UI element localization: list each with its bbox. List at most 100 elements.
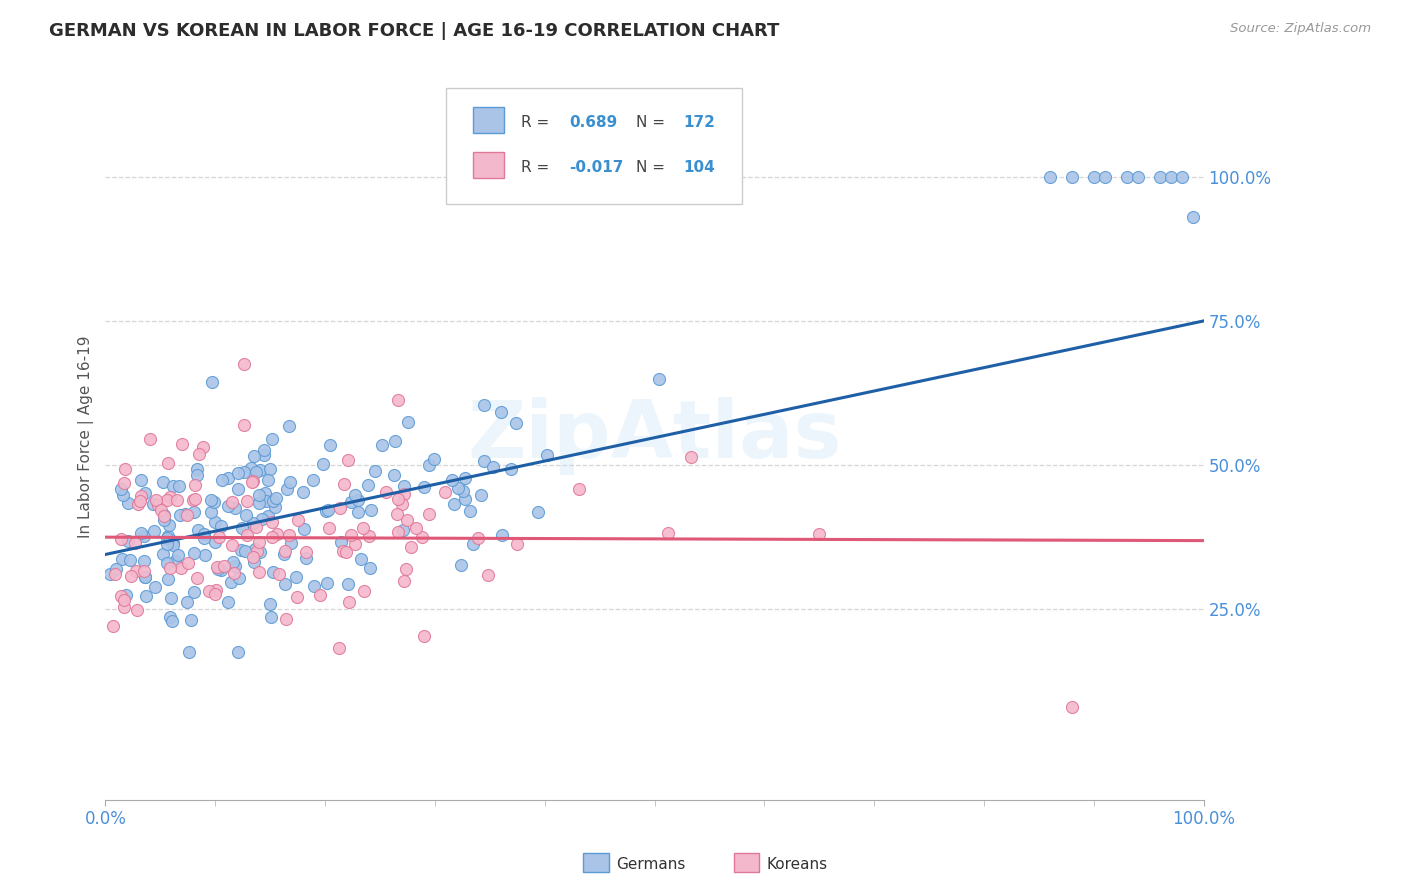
Point [260,610,283,624]
Point [217,471,239,485]
Point [280,535,302,549]
Point [160,533,183,548]
Point [131,525,153,540]
Point [242,549,264,564]
Point [392,574,415,588]
Point [347,505,370,519]
Point [257,473,280,487]
Point [395,561,418,575]
Point [233,465,256,479]
Point [247,488,270,502]
Point [110,533,132,547]
Point [207,562,229,576]
Point [450,558,472,572]
Point [266,527,288,541]
Point [224,559,246,574]
Point [396,416,419,430]
Point [304,579,326,593]
Point [328,641,350,656]
Point [356,478,378,492]
Point [467,531,489,545]
Point [186,461,208,475]
Point [233,543,256,558]
Point [363,464,385,478]
Point [180,613,202,627]
Point [221,538,243,552]
Point [454,492,477,507]
Point [447,481,470,495]
Point [472,453,495,467]
Point [200,492,222,507]
Point [412,480,434,494]
Point [240,461,263,475]
Point [165,554,187,568]
Point [506,537,529,551]
Point [309,588,332,602]
Point [568,483,591,497]
Point [193,526,215,541]
Text: N =: N = [636,115,669,130]
Point [249,545,271,559]
Point [157,517,180,532]
Point [374,485,396,500]
Point [204,535,226,549]
Point [264,500,287,515]
Point [399,541,422,555]
Point [411,530,433,544]
Point [134,570,156,584]
Point [110,482,132,496]
Point [191,440,214,454]
Point [443,497,465,511]
Point [135,589,157,603]
Point [481,460,503,475]
Text: GERMAN VS KOREAN IN LABOR FORCE | AGE 16-19 CORRELATION CHART: GERMAN VS KOREAN IN LABOR FORCE | AGE 16… [49,22,779,40]
Point [329,501,352,516]
Point [143,580,166,594]
Point [162,615,184,629]
Point [134,564,156,578]
Point [183,505,205,519]
Point [413,630,436,644]
Point [333,477,356,491]
Point [204,587,226,601]
Point [418,458,440,472]
Point [302,474,325,488]
Point [260,530,283,544]
Point [1181,210,1204,224]
Point [434,484,457,499]
Point [98,567,121,582]
Point [159,591,181,605]
Point [104,566,127,581]
Point [319,438,342,452]
Point [120,569,142,583]
Point [370,438,392,452]
Point [150,502,173,516]
Point [808,527,831,541]
Point [157,529,180,543]
Point [247,496,270,510]
Point [259,462,281,476]
Point [217,595,239,609]
Point [391,497,413,511]
Point [253,486,276,500]
Point [385,507,408,521]
Point [256,508,278,523]
Point [336,453,359,467]
Point [274,577,297,591]
Point [315,504,337,518]
Point [246,544,269,558]
Point [204,515,226,529]
Point [226,466,249,480]
Point [242,474,264,488]
Point [202,495,225,509]
Point [159,610,181,624]
Point [295,550,318,565]
Point [186,468,208,483]
Point [278,418,301,433]
Point [209,518,232,533]
Point [337,577,360,591]
Text: 172: 172 [683,115,714,130]
FancyBboxPatch shape [474,152,503,178]
Point [392,479,415,493]
Point [146,498,169,512]
